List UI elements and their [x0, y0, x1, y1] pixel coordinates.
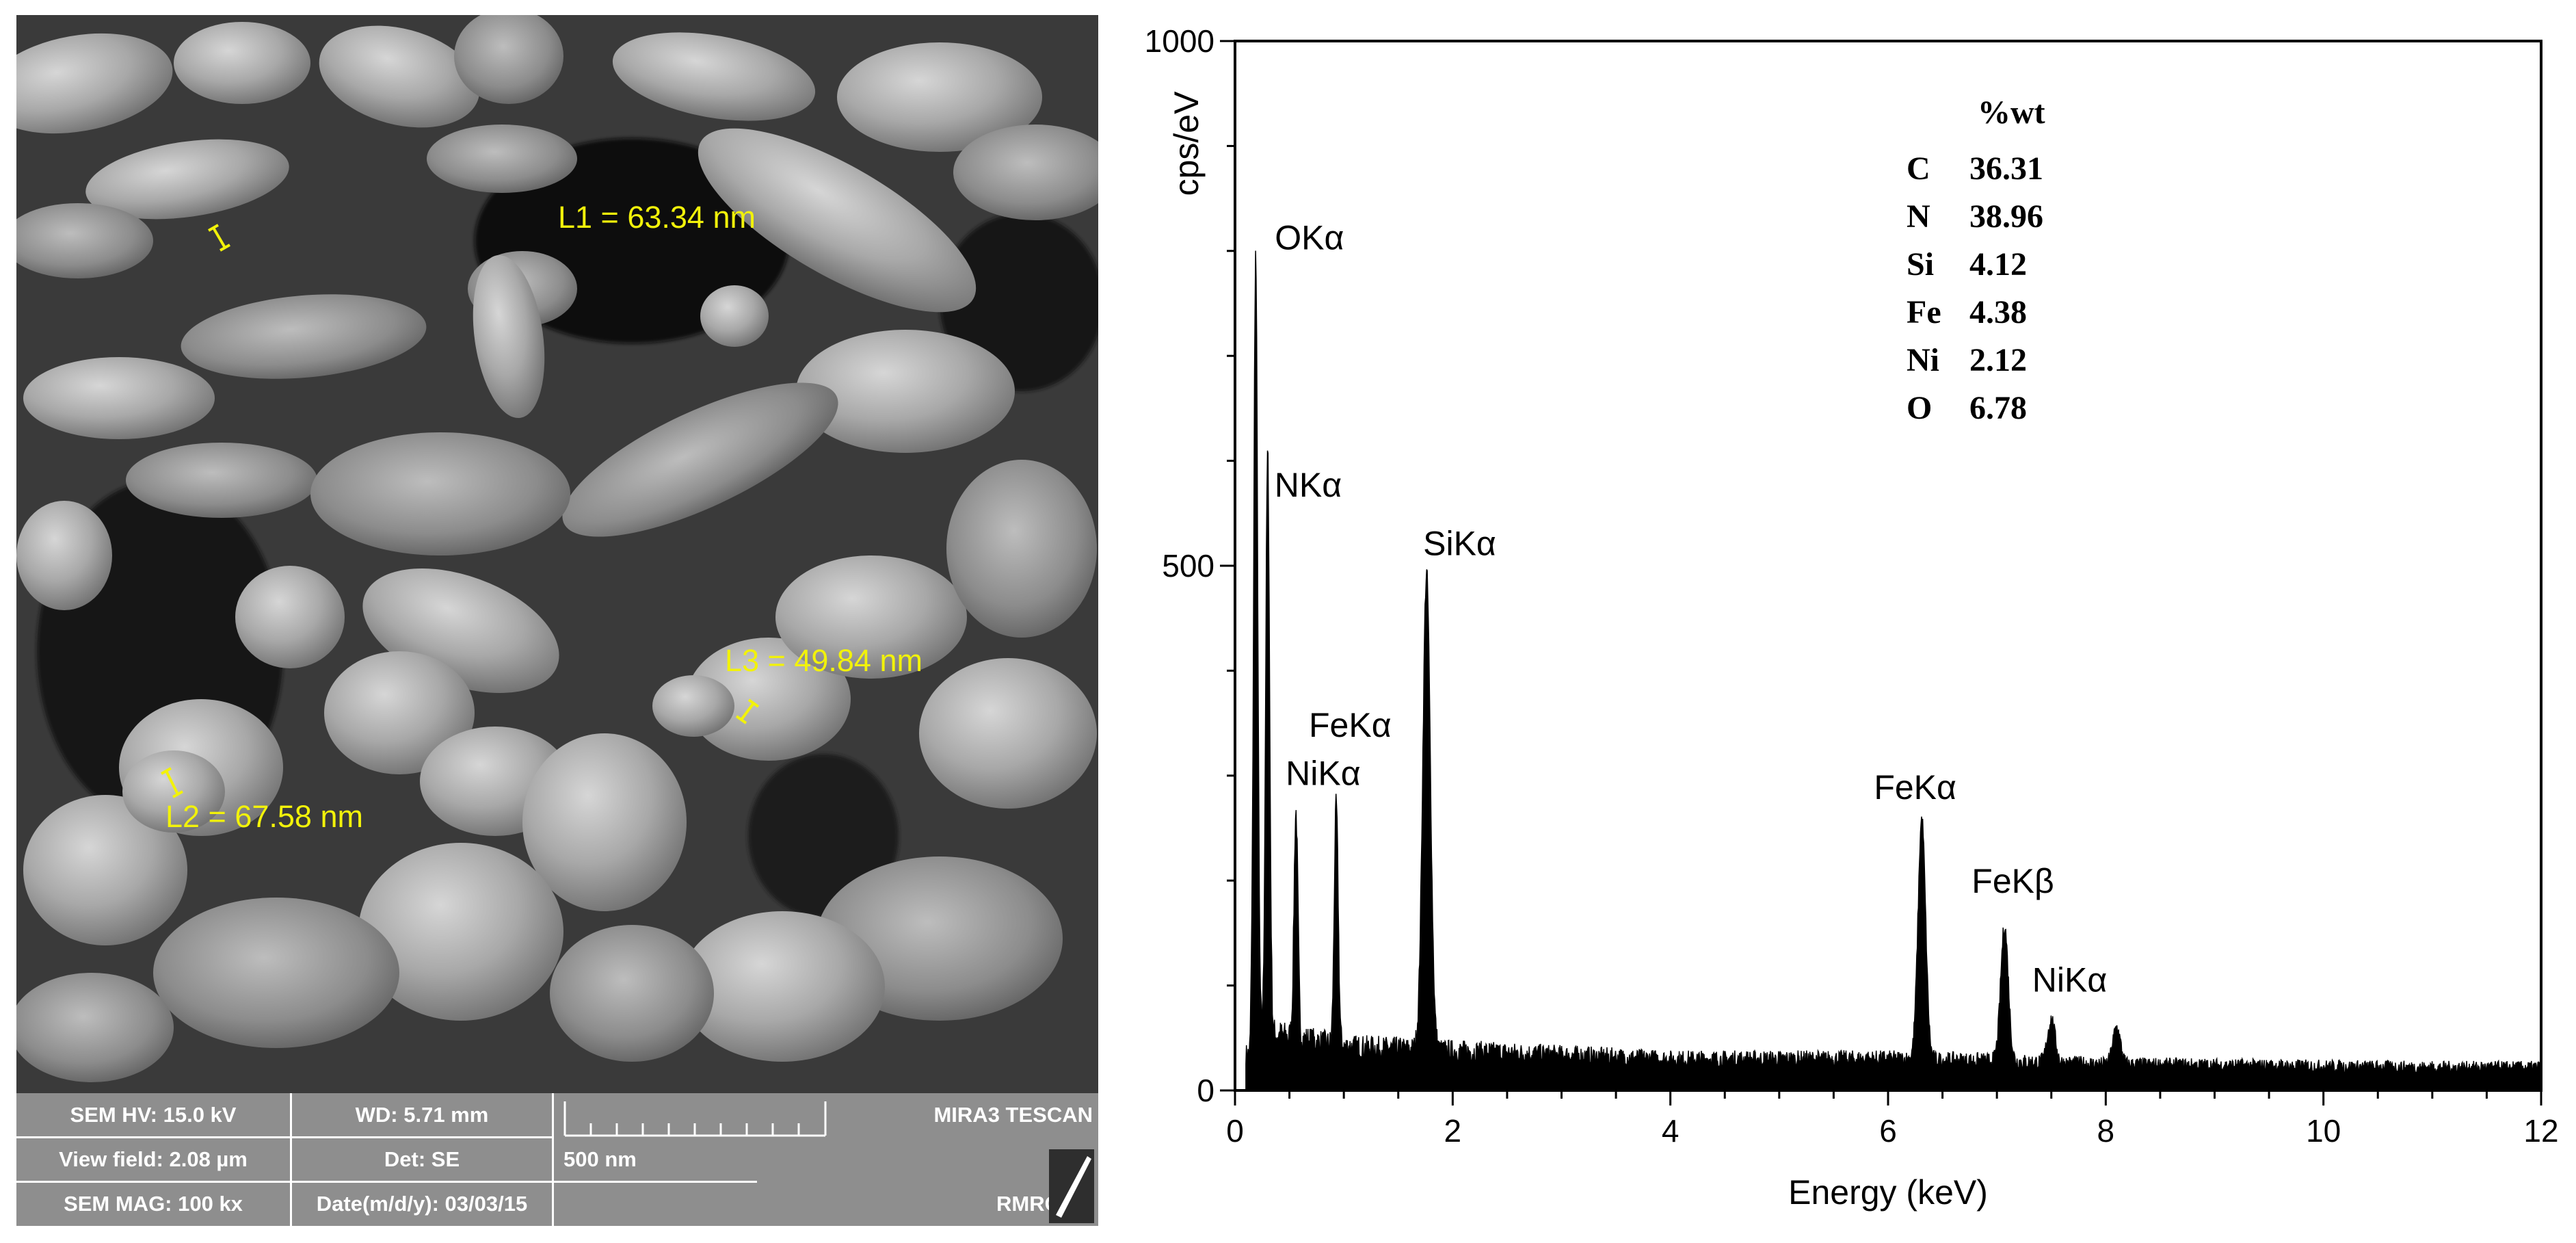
peak-label: OKα [1275, 218, 1344, 257]
info-detector: Det: SE [384, 1147, 460, 1171]
info-date: Date(m/d/y): 03/03/15 [316, 1192, 528, 1216]
tescan-logo [1049, 1149, 1094, 1223]
composition-value: 4.12 [1969, 246, 2027, 283]
x-tick-label: 2 [1444, 1113, 1462, 1149]
eds-spectrum-svg: OKα NKα NiKα FeKα SiKα FeKα FeKβ NiKα 0 2 4 6 8 10 12… [1145, 23, 2559, 1212]
x-tick-label: 0 [1226, 1113, 1244, 1149]
info-magnification: SEM MAG: 100 kx [64, 1192, 243, 1216]
y-tick-label: 1000 [1145, 23, 1214, 59]
info-divider [552, 1093, 554, 1226]
composition-element: O [1907, 390, 1932, 426]
x-tick-label: 10 [2306, 1113, 2341, 1149]
eds-spectrum-chart: OKα NKα NiKα FeKα SiKα FeKα FeKβ NiKα 0 2 4 6 8 10 12… [1108, 0, 2576, 1243]
spectrum-peaks: OKα NKα NiKα FeKα SiKα FeKα FeKβ NiKα [1245, 218, 2542, 1091]
composition-header: %wt [1978, 94, 2045, 131]
sem-micrograph: L1 = 63.34 nm L2 = 67.58 nm L3 = 49.84 n… [16, 15, 1098, 1093]
info-divider [16, 1136, 552, 1138]
y-tick-label: 0 [1197, 1073, 1214, 1108]
composition-element: Ni [1907, 342, 1939, 378]
composition-element: Si [1907, 246, 1934, 283]
composition-table: %wt C 36.31 N 38.96 Si 4.12 Fe 4.38 Ni 2.12 O 6.78 [1907, 94, 2045, 426]
composition-value: 6.78 [1969, 390, 2027, 426]
x-tick-label: 6 [1879, 1113, 1897, 1149]
peak-label: FeKα [1874, 768, 1956, 807]
sem-particles [16, 15, 1098, 1082]
measurement-label-l2: L2 = 67.58 nm [165, 799, 363, 834]
info-instrument: MIRA3 TESCAN [933, 1103, 1093, 1127]
composition-element: Fe [1907, 294, 1941, 330]
info-wd: WD: 5.71 mm [355, 1103, 489, 1127]
y-tick-label: 500 [1162, 548, 1214, 584]
info-divider [16, 1181, 552, 1183]
y-axis-title: cps/eV [1167, 91, 1206, 196]
peak-label: FeKβ [1971, 862, 2054, 900]
info-lab: RMRC [996, 1192, 1060, 1216]
x-tick-label: 12 [2523, 1113, 2558, 1149]
peak-label: FeKα [1309, 706, 1392, 744]
axis-ticks: 0 2 4 6 8 10 12 0 500 1000 [1145, 23, 2559, 1149]
composition-element: C [1907, 151, 1930, 187]
sem-info-bar: SEM HV: 15.0 kV WD: 5.71 mm MIRA3 TESCAN… [16, 1093, 1098, 1226]
composition-value: 4.38 [1969, 294, 2027, 330]
peak-label: NiKα [1286, 754, 1360, 792]
x-tick-label: 4 [1662, 1113, 1679, 1149]
x-tick-label: 8 [2097, 1113, 2115, 1149]
measurement-markers [161, 224, 760, 798]
composition-element: N [1907, 198, 1930, 235]
info-divider [290, 1093, 292, 1226]
peak-label: NKα [1275, 466, 1342, 504]
info-scale-bar-label: 500 nm [563, 1147, 637, 1171]
composition-value: 36.31 [1969, 151, 2043, 187]
sem-micrograph-image [16, 15, 1098, 1093]
measurement-label-l1: L1 = 63.34 nm [558, 200, 756, 235]
spectrum-trace [1245, 250, 2542, 1091]
composition-value: 38.96 [1969, 198, 2043, 235]
x-axis-title: Energy (keV) [1788, 1173, 1988, 1212]
info-view-field: View field: 2.08 µm [59, 1147, 248, 1171]
peak-label: NiKα [2032, 961, 2107, 999]
measurement-label-l3: L3 = 49.84 nm [725, 643, 922, 678]
sem-panel: L1 = 63.34 nm L2 = 67.58 nm L3 = 49.84 n… [16, 15, 1098, 1226]
composition-value: 2.12 [1969, 342, 2027, 378]
info-divider [552, 1181, 757, 1183]
peak-label: SiKα [1423, 524, 1496, 562]
info-hv: SEM HV: 15.0 kV [70, 1103, 237, 1127]
scale-bar-ruler [563, 1101, 827, 1137]
